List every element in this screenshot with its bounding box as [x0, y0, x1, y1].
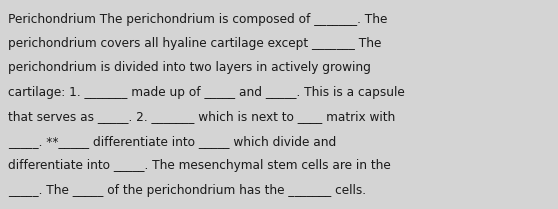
Text: cartilage: 1. _______ made up of _____ and _____. This is a capsule: cartilage: 1. _______ made up of _____ a… — [8, 86, 405, 99]
Text: Perichondrium The perichondrium is composed of _______. The: Perichondrium The perichondrium is compo… — [8, 13, 388, 25]
Text: _____. **_____ differentiate into _____ which divide and: _____. **_____ differentiate into _____ … — [8, 135, 336, 148]
Text: that serves as _____. 2. _______ which is next to ____ matrix with: that serves as _____. 2. _______ which i… — [8, 110, 396, 123]
Text: perichondrium is divided into two layers in actively growing: perichondrium is divided into two layers… — [8, 61, 371, 74]
Text: _____. The _____ of the perichondrium has the _______ cells.: _____. The _____ of the perichondrium ha… — [8, 184, 367, 197]
Text: differentiate into _____. The mesenchymal stem cells are in the: differentiate into _____. The mesenchyma… — [8, 159, 391, 172]
Text: perichondrium covers all hyaline cartilage except _______ The: perichondrium covers all hyaline cartila… — [8, 37, 382, 50]
